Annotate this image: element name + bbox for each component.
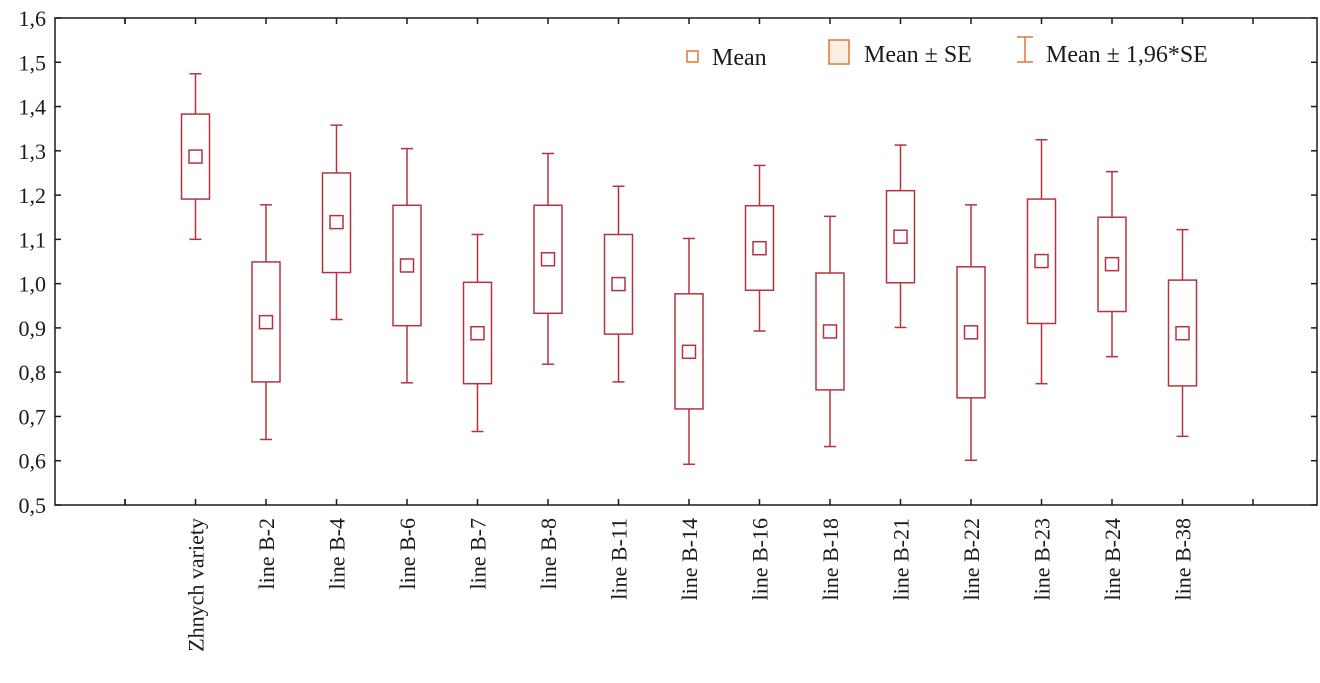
x-tick-label: line B-7 xyxy=(466,518,491,590)
x-tick-label: line B-14 xyxy=(677,518,702,601)
y-tick-label: 1,3 xyxy=(19,139,47,164)
x-tick-label: line B-8 xyxy=(536,518,561,590)
box-series xyxy=(180,73,1198,466)
x-axis: Zhnych variety line B-2 line B-4 line B-6 li… xyxy=(124,18,1254,652)
legend-se-label: Mean ± SE xyxy=(864,42,972,68)
se-box xyxy=(392,204,422,327)
box-line-b-14 xyxy=(674,237,704,466)
se-box xyxy=(180,113,211,200)
mean-marker xyxy=(611,276,626,292)
mean-marker xyxy=(399,258,415,273)
box-line-b-18 xyxy=(815,215,845,448)
mean-marker xyxy=(188,149,203,164)
x-tick-label: line B-21 xyxy=(889,518,914,601)
x-tick-label: Zhnych variety xyxy=(184,518,209,652)
mean-marker xyxy=(822,324,838,339)
box-zhnych-variety xyxy=(180,73,211,241)
box-line-b-21 xyxy=(885,144,916,329)
se-box xyxy=(674,293,704,410)
legend-se-marker xyxy=(828,39,850,65)
x-tick-label: line B-2 xyxy=(254,518,279,590)
x-tick-label: line B-6 xyxy=(395,518,420,590)
mean-marker xyxy=(1175,325,1190,341)
plot-frame xyxy=(54,17,1318,506)
se-box xyxy=(1026,198,1057,325)
box-line-b-11 xyxy=(603,185,634,383)
y-tick-label: 0,7 xyxy=(19,404,47,429)
se-box xyxy=(1167,279,1198,387)
y-tick-label: 1,4 xyxy=(19,95,47,120)
box-line-b-24 xyxy=(1097,170,1127,358)
x-tick-label: line B-38 xyxy=(1171,518,1196,601)
box-line-b-22 xyxy=(956,204,986,462)
y-tick-label: 1,2 xyxy=(19,183,47,208)
mean-marker xyxy=(329,214,344,230)
legend-mean-marker xyxy=(686,50,699,63)
box-line-b-8 xyxy=(533,152,563,365)
box-line-b-7 xyxy=(462,233,493,433)
box-line-b-2 xyxy=(251,204,281,441)
se-box xyxy=(462,281,493,385)
y-tick-label: 1,6 xyxy=(19,6,47,31)
legend-mean-label: Mean xyxy=(712,45,767,71)
se-box xyxy=(533,204,563,315)
x-tick-label: line B-23 xyxy=(1030,518,1055,601)
se-box xyxy=(321,172,352,274)
se-box xyxy=(815,272,845,391)
se-box xyxy=(744,204,775,292)
box-line-b-23 xyxy=(1026,139,1057,385)
se-box xyxy=(603,233,634,335)
y-tick-label: 0,8 xyxy=(19,360,47,385)
se-box xyxy=(956,266,986,399)
y-tick-label: 1,0 xyxy=(19,272,47,297)
se-box xyxy=(251,261,281,383)
mean-marker xyxy=(681,344,697,360)
x-tick-label: line B-11 xyxy=(607,518,632,600)
x-tick-label: line B-18 xyxy=(818,518,843,601)
box-line-b-4 xyxy=(321,124,352,321)
legend: Mean Mean ± SE Mean ± 1,96*SE xyxy=(686,36,1208,71)
mean-marker xyxy=(258,314,274,330)
x-tick-label: line B-4 xyxy=(325,518,350,590)
mean-marker xyxy=(893,229,908,244)
box-line-b-38 xyxy=(1167,228,1198,438)
mean-marker xyxy=(963,325,979,340)
box-line-b-16 xyxy=(744,164,775,332)
mean-marker xyxy=(540,252,556,267)
mean-marker xyxy=(1104,256,1120,272)
mean-marker xyxy=(1034,253,1049,269)
y-axis: 0,5 0,6 0,7 0,8 0,9 1,0 1,1 1,2 1,3 1,4 1,5 1,6 xyxy=(19,6,1317,518)
y-tick-label: 0,5 xyxy=(19,493,47,518)
legend-ci-label: Mean ± 1,96*SE xyxy=(1046,42,1208,68)
y-tick-label: 1,5 xyxy=(19,50,47,75)
y-tick-label: 0,9 xyxy=(19,316,47,341)
y-tick-label: 0,6 xyxy=(19,449,47,474)
se-box xyxy=(1097,216,1127,313)
x-tick-label: line B-22 xyxy=(959,518,984,601)
legend-ci-marker xyxy=(1017,36,1033,63)
x-tick-label: line B-24 xyxy=(1100,518,1125,601)
x-tick-label: line B-16 xyxy=(748,518,773,601)
y-tick-label: 1,1 xyxy=(19,227,47,252)
mean-marker xyxy=(752,240,767,256)
mean-marker xyxy=(470,325,485,341)
se-box xyxy=(885,189,916,284)
box-line-b-6 xyxy=(392,147,422,384)
